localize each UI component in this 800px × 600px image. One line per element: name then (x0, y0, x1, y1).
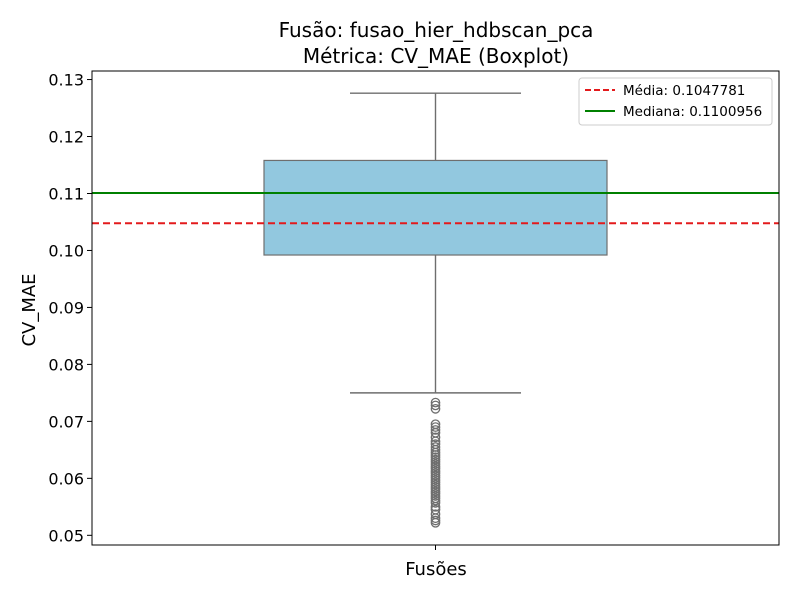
outlier-point (430, 432, 441, 443)
chart-title-line2: Métrica: CV_MAE (Boxplot) (303, 44, 569, 68)
box-iqr (263, 159, 608, 256)
legend-median-label: Mediana: 0.1100956 (623, 104, 762, 120)
y-tick-label: 0.08 (48, 355, 84, 374)
legend: Média: 0.1047781 Mediana: 0.1100956 (578, 77, 773, 126)
chart-title-line1: Fusão: fusao_hier_hdbscan_pca (279, 18, 594, 42)
y-tick-label: 0.11 (48, 184, 84, 203)
outlier-point (430, 445, 441, 455)
legend-box (578, 77, 773, 126)
y-axis-label: CV_MAE (19, 273, 40, 346)
outlier-point (430, 517, 441, 528)
y-tick-label: 0.05 (48, 526, 84, 545)
outlier-point (430, 403, 441, 414)
legend-mean-label: Média: 0.1047781 (623, 83, 745, 99)
outlier-point (430, 422, 441, 432)
plot-area-frame (91, 70, 780, 546)
outlier-point (430, 501, 441, 512)
x-axis-label: Fusões (405, 559, 467, 580)
y-tick-label: 0.13 (48, 71, 84, 90)
outlier-point (430, 425, 441, 435)
outlier-point (430, 497, 441, 508)
y-tick-label: 0.09 (48, 298, 84, 317)
outlier-point (430, 400, 441, 411)
outlier-point (430, 397, 441, 408)
y-tick-label: 0.10 (48, 241, 84, 260)
y-tick-label: 0.07 (48, 412, 84, 431)
y-tick-label: 0.12 (48, 128, 84, 147)
y-tick-label: 0.06 (48, 469, 84, 488)
